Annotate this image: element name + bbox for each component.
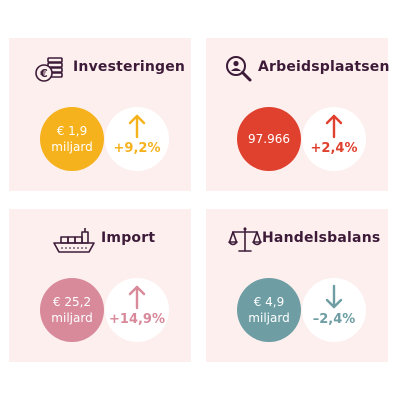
card-import: Import € 25,2 miljard +14,9% <box>9 209 191 362</box>
value-circle: € 1,9 miljard <box>40 107 104 171</box>
value-text: € 1,9 miljard <box>51 124 93 154</box>
card-title: Import <box>101 230 156 246</box>
card-arbeidsplaatsen: Arbeidsplaatsen 97.966 +2,4% <box>206 38 390 191</box>
magnifier-person-icon <box>226 56 252 82</box>
card-title: Handelsbalans <box>262 230 381 246</box>
change-text: –2,4% <box>312 312 356 327</box>
arrow-up-icon <box>128 285 146 310</box>
balance-scale-icon <box>228 227 262 252</box>
arrow-up-icon <box>128 114 146 139</box>
trend-circle: +14,9% <box>105 278 169 342</box>
value-circle: 97.966 <box>237 107 301 171</box>
value-text: € 4,9 miljard <box>248 295 290 325</box>
card-investeringen: € Investeringen € 1,9 miljard +9,2% <box>9 38 191 191</box>
value-text: € 25,2 miljard <box>51 295 93 325</box>
value-text: 97.966 <box>248 132 290 146</box>
card-header: Arbeidsplaatsen <box>206 54 390 84</box>
arrow-up-icon <box>325 114 343 139</box>
svg-text:€: € <box>39 67 48 80</box>
container-ship-icon <box>53 228 95 253</box>
card-handelsbalans: Handelsbalans € 4,9 miljard –2,4% <box>206 209 388 362</box>
change-text: +14,9% <box>109 312 165 327</box>
trend-circle: +2,4% <box>302 107 366 171</box>
change-text: +9,2% <box>113 141 161 156</box>
trend-circle: –2,4% <box>302 278 366 342</box>
card-title: Investeringen <box>73 59 186 75</box>
card-title: Arbeidsplaatsen <box>258 59 390 75</box>
arrow-down-icon <box>325 284 343 309</box>
card-header: € Investeringen <box>9 54 191 84</box>
value-circle: € 25,2 miljard <box>40 278 104 342</box>
card-header: Import <box>9 225 191 255</box>
card-header: Handelsbalans <box>206 225 388 255</box>
change-text: +2,4% <box>310 141 358 156</box>
trend-circle: +9,2% <box>105 107 169 171</box>
value-circle: € 4,9 miljard <box>237 278 301 342</box>
coins-euro-icon: € <box>35 57 63 82</box>
